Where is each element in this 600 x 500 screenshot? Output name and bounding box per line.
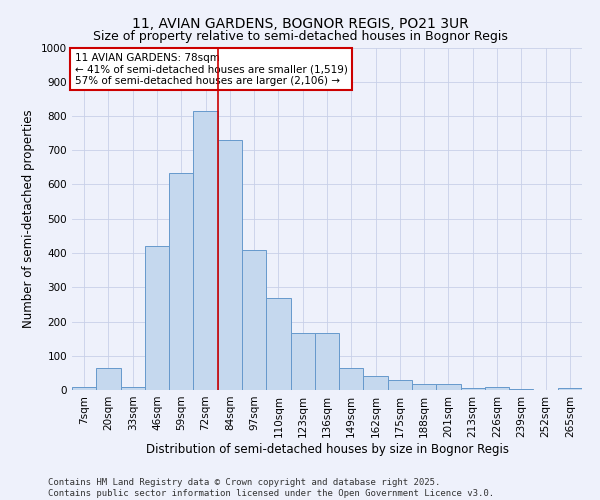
Bar bbox=[266, 298, 290, 390]
Bar bbox=[315, 334, 339, 390]
X-axis label: Distribution of semi-detached houses by size in Bognor Regis: Distribution of semi-detached houses by … bbox=[146, 442, 509, 456]
Bar bbox=[290, 334, 315, 390]
Text: Size of property relative to semi-detached houses in Bognor Regis: Size of property relative to semi-detach… bbox=[92, 30, 508, 43]
Bar bbox=[461, 388, 485, 390]
Bar bbox=[193, 111, 218, 390]
Bar bbox=[558, 388, 582, 390]
Bar bbox=[169, 172, 193, 390]
Bar bbox=[485, 386, 509, 390]
Bar bbox=[412, 384, 436, 390]
Bar bbox=[96, 368, 121, 390]
Bar bbox=[436, 384, 461, 390]
Bar bbox=[364, 376, 388, 390]
Text: 11 AVIAN GARDENS: 78sqm
← 41% of semi-detached houses are smaller (1,519)
57% of: 11 AVIAN GARDENS: 78sqm ← 41% of semi-de… bbox=[74, 52, 347, 86]
Bar bbox=[218, 140, 242, 390]
Text: Contains HM Land Registry data © Crown copyright and database right 2025.
Contai: Contains HM Land Registry data © Crown c… bbox=[48, 478, 494, 498]
Bar bbox=[121, 386, 145, 390]
Bar bbox=[242, 250, 266, 390]
Y-axis label: Number of semi-detached properties: Number of semi-detached properties bbox=[22, 110, 35, 328]
Bar bbox=[72, 388, 96, 390]
Bar bbox=[509, 389, 533, 390]
Text: 11, AVIAN GARDENS, BOGNOR REGIS, PO21 3UR: 11, AVIAN GARDENS, BOGNOR REGIS, PO21 3U… bbox=[131, 18, 469, 32]
Bar bbox=[339, 368, 364, 390]
Bar bbox=[388, 380, 412, 390]
Bar bbox=[145, 246, 169, 390]
